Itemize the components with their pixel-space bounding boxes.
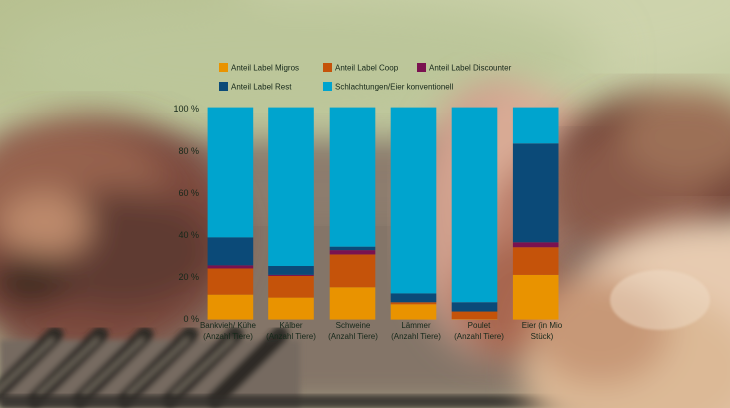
svg-text:Anteil Label Migros: Anteil Label Migros — [231, 64, 299, 73]
svg-text:(Anzahl Tiere): (Anzahl Tiere) — [266, 332, 316, 341]
svg-text:(Anzahl Tiere): (Anzahl Tiere) — [328, 332, 378, 341]
svg-text:Schlachtungen/Eier konventione: Schlachtungen/Eier konventionell — [335, 83, 454, 92]
svg-text:80 %: 80 % — [178, 146, 199, 156]
svg-text:60 %: 60 % — [178, 188, 199, 198]
svg-text:Anteil Label Discounter: Anteil Label Discounter — [429, 64, 512, 73]
svg-text:0 %: 0 % — [183, 314, 199, 324]
svg-text:100 %: 100 % — [173, 104, 199, 114]
svg-text:Lämmer: Lämmer — [401, 321, 431, 330]
svg-text:20 %: 20 % — [178, 272, 199, 282]
svg-text:(Anzahl Tiere): (Anzahl Tiere) — [454, 332, 504, 341]
svg-text:40 %: 40 % — [178, 230, 199, 240]
svg-text:(Anzahl Tiere): (Anzahl Tiere) — [203, 332, 253, 341]
svg-text:Schweine: Schweine — [336, 321, 371, 330]
svg-text:Anteil Label Coop: Anteil Label Coop — [335, 64, 399, 73]
svg-text:Bankvieh/ Kühe: Bankvieh/ Kühe — [200, 321, 257, 330]
svg-text:Stück): Stück) — [531, 332, 554, 341]
svg-text:Poulet: Poulet — [468, 321, 491, 330]
svg-text:Anteil Label Rest: Anteil Label Rest — [231, 83, 292, 92]
svg-text:(Anzahl Tiere): (Anzahl Tiere) — [391, 332, 441, 341]
svg-text:Kälber: Kälber — [279, 321, 302, 330]
svg-text:Eier (in Mio: Eier (in Mio — [522, 321, 563, 330]
